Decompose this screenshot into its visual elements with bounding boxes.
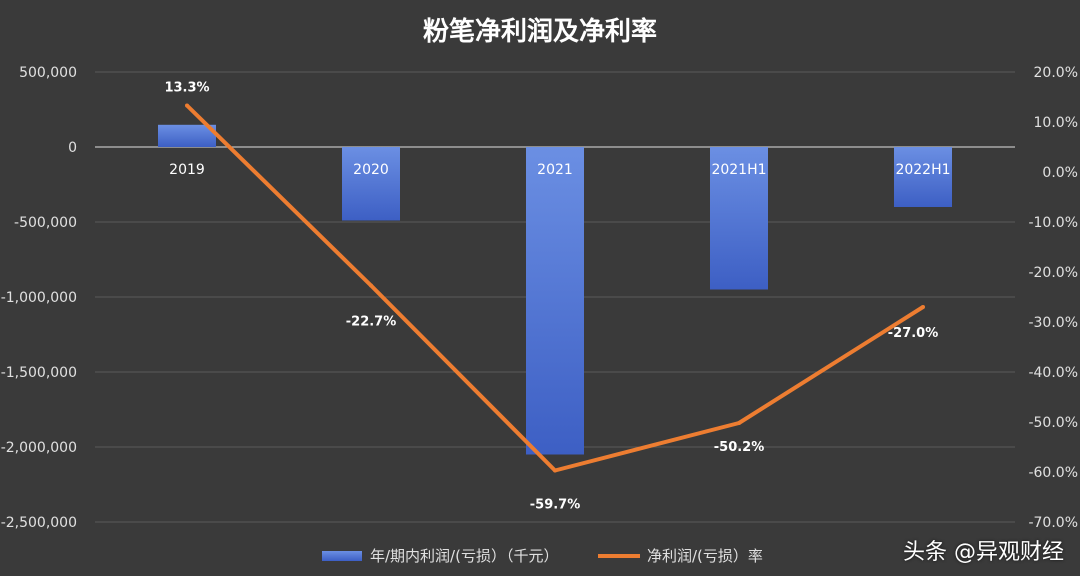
bar-series — [158, 124, 952, 455]
category-label: 2021 — [537, 162, 573, 178]
bar-2022H1 — [894, 147, 952, 207]
bar-2021 — [526, 147, 584, 455]
left-tick-label: -1,500,000 — [1, 365, 77, 381]
rate-data-label: -50.2% — [714, 440, 765, 455]
bar-2019 — [158, 124, 216, 147]
right-tick-label: 10.0% — [1034, 115, 1078, 131]
right-tick-label: -20.0% — [1028, 265, 1078, 281]
rate-data-label: -22.7% — [346, 315, 397, 330]
rate-point — [737, 421, 741, 425]
rate-point — [553, 468, 557, 473]
rate-point — [185, 103, 189, 108]
line-series: 13.3% -22.7% -59.7% -50.2% -27.0% — [164, 81, 938, 513]
legend-bar-swatch — [322, 551, 362, 561]
watermark: 头条 @异观财经 — [903, 540, 1064, 565]
left-tick-label: -1,000,000 — [1, 290, 77, 306]
right-tick-label: -70.0% — [1028, 515, 1078, 531]
right-tick-label: -10.0% — [1028, 215, 1078, 231]
left-tick-label: -2,500,000 — [1, 515, 77, 531]
rate-point — [369, 283, 373, 288]
bar-2021H1 — [710, 147, 768, 290]
left-tick-label: -500,000 — [14, 215, 77, 231]
category-labels: 2019 2020 2021 2021H1 2022H1 — [169, 162, 950, 178]
category-label: 2021H1 — [711, 162, 766, 178]
right-tick-label: -60.0% — [1028, 465, 1078, 481]
right-tick-label: -30.0% — [1028, 315, 1078, 331]
rate-point — [921, 305, 925, 309]
right-tick-label: 20.0% — [1034, 65, 1078, 81]
category-label: 2020 — [353, 162, 389, 178]
rate-data-label: 13.3% — [164, 81, 209, 96]
right-axis-ticks: 20.0% 10.0% 0.0% -10.0% -20.0% -30.0% -40.0% -5… — [1028, 65, 1078, 531]
chart-title: 粉笔净利润及净利率 — [423, 16, 657, 47]
right-tick-label: -40.0% — [1028, 365, 1078, 381]
right-tick-label: -50.0% — [1028, 415, 1078, 431]
left-tick-label: 500,000 — [19, 65, 77, 81]
rate-data-label: -59.7% — [530, 498, 581, 513]
legend: 年/期内利润/(亏损）（千元） 净利润/(亏损）率 — [322, 547, 763, 565]
legend-bar-label: 年/期内利润/(亏损）（千元） — [370, 547, 558, 565]
left-axis-ticks: 500,000 0 -500,000 -1,000,000 -1,500,000 -2,0… — [1, 65, 77, 531]
left-tick-label: -2,000,000 — [1, 440, 77, 456]
legend-line-label: 净利润/(亏损）率 — [647, 547, 763, 565]
bar-2020 — [342, 147, 400, 221]
category-label: 2019 — [169, 162, 205, 178]
rate-data-label: -27.0% — [888, 326, 939, 341]
category-label: 2022H1 — [895, 162, 950, 178]
left-tick-label: 0 — [68, 140, 77, 156]
right-tick-label: 0.0% — [1042, 165, 1078, 181]
